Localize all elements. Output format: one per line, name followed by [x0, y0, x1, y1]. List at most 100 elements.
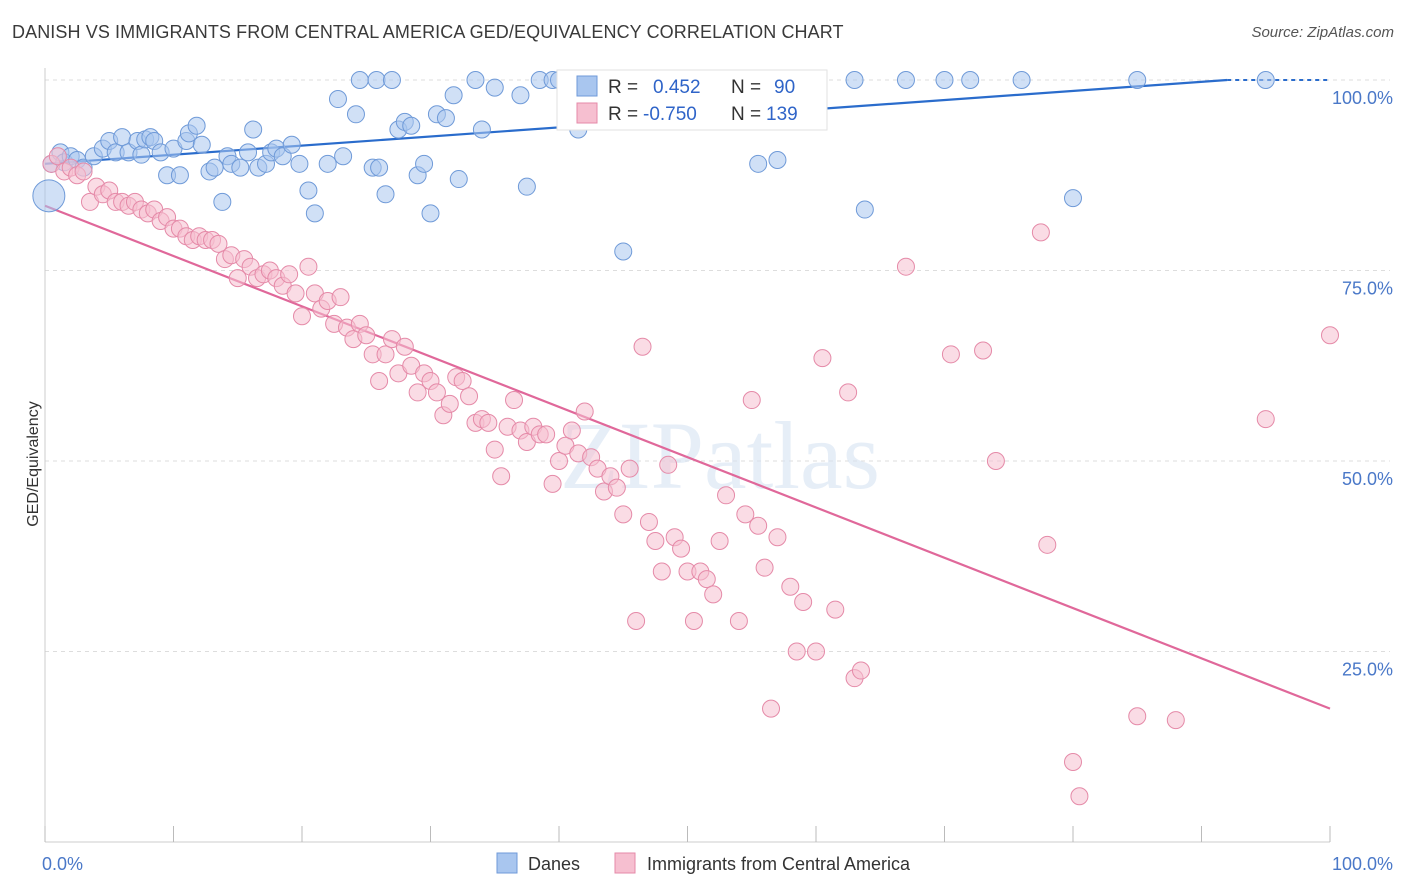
immigrants-point [768, 528, 787, 547]
immigrants-point [839, 383, 858, 402]
immigrants-point [684, 612, 703, 631]
immigrants-point [453, 371, 472, 390]
danes-point [205, 158, 224, 177]
immigrants-point [280, 265, 299, 284]
immigrants-point [672, 539, 691, 558]
danes-point [113, 128, 132, 147]
immigrants-point [826, 600, 845, 619]
danes-point [614, 242, 633, 261]
y-tick-label: 100.0% [1332, 88, 1393, 108]
danes-point [1128, 71, 1147, 89]
legend-n-value-2: 139 [766, 104, 798, 125]
legend-r-label-1: R = [608, 77, 638, 98]
immigrants-point [659, 455, 678, 474]
y-tick-labels: 25.0% 50.0% 75.0% 100.0% [1332, 88, 1393, 680]
immigrants-point [331, 288, 350, 307]
danes-point [328, 90, 347, 109]
immigrants-point [209, 234, 228, 253]
immigrants-point [357, 326, 376, 345]
danes-point [231, 158, 250, 177]
danes-point [244, 120, 263, 139]
immigrants-point [1070, 787, 1089, 806]
danes-point [961, 71, 980, 89]
danes-point [305, 204, 324, 223]
danes-point [511, 86, 530, 105]
danes-point [32, 179, 66, 213]
immigrants-point [562, 421, 581, 440]
immigrants-point [460, 387, 479, 406]
immigrants-point [492, 467, 511, 486]
immigrants-point [717, 486, 736, 505]
legend-swatch-immigrants [576, 102, 598, 124]
immigrants-point [1166, 711, 1185, 730]
danes-point [170, 166, 189, 185]
immigrants-point [620, 459, 639, 478]
danes-point [367, 71, 386, 89]
danes-point [845, 71, 864, 89]
immigrants-point [543, 474, 562, 493]
immigrants-point [607, 478, 626, 497]
immigrants-point [652, 562, 671, 581]
danes-point [896, 71, 915, 89]
series-legend: Danes Immigrants from Central America [496, 852, 911, 874]
danes-point [517, 177, 536, 196]
x-tick-label: 0.0% [42, 854, 83, 874]
source-label: Source: ZipAtlas.com [1251, 24, 1394, 41]
danes-point [749, 154, 768, 173]
danes-point [132, 145, 151, 164]
danes-point [444, 86, 463, 105]
immigrants-point [376, 345, 395, 364]
immigrants-point [1064, 752, 1082, 771]
immigrants-points [42, 147, 1339, 806]
y-tick-label: 25.0% [1342, 660, 1393, 680]
x-tick-labels: 0.0% 100.0% [42, 854, 1393, 874]
immigrants-point [370, 371, 389, 390]
immigrants-point [228, 269, 247, 288]
immigrants-point [639, 512, 658, 531]
danes-point [485, 78, 504, 97]
danes-point [1012, 71, 1031, 89]
immigrants-point [749, 516, 768, 535]
legend-n-value-1: 90 [774, 77, 795, 98]
immigrants-point [851, 661, 870, 680]
immigrants-point [736, 505, 755, 524]
immigrants-point [48, 147, 67, 166]
stats-legend: R = 0.452 N = 90 R = -0.750 N = 139 [556, 69, 828, 131]
legend-n-label-1: N = [731, 77, 761, 98]
immigrants-point [408, 383, 427, 402]
immigrants-point [794, 592, 813, 611]
immigrants-point [614, 505, 633, 524]
danes-point [1256, 71, 1275, 89]
immigrants-point [646, 532, 665, 551]
legend-r-value-1: 0.452 [653, 77, 701, 98]
immigrants-point [787, 642, 806, 661]
danes-point [290, 154, 309, 173]
danes-point [768, 151, 787, 170]
danes-point [346, 105, 365, 124]
immigrants-point [293, 307, 311, 326]
danes-point [935, 71, 954, 89]
bottom-legend-swatch-danes [496, 852, 518, 874]
x-tick-label: 100.0% [1332, 854, 1393, 874]
immigrants-point [755, 558, 774, 577]
danes-point [421, 204, 440, 223]
danes-point [1064, 189, 1082, 208]
legend-r-label-2: R = [608, 104, 638, 125]
danes-point [466, 71, 485, 89]
immigrants-point [440, 394, 459, 413]
immigrants-point [1128, 707, 1147, 726]
immigrants-point [697, 570, 716, 589]
bottom-legend-swatch-immigrants [614, 852, 636, 874]
y-tick-label: 50.0% [1342, 469, 1393, 489]
danes-point [350, 71, 369, 89]
danes-point [855, 200, 874, 219]
immigrants-point [1256, 410, 1275, 429]
chart-title: DANISH VS IMMIGRANTS FROM CENTRAL AMERIC… [12, 22, 844, 42]
danes-point [239, 143, 258, 162]
danes-point [415, 154, 434, 173]
immigrants-point [505, 391, 524, 410]
immigrants-point [395, 337, 414, 356]
immigrants-point [813, 349, 832, 368]
legend-swatch-danes [576, 75, 598, 97]
